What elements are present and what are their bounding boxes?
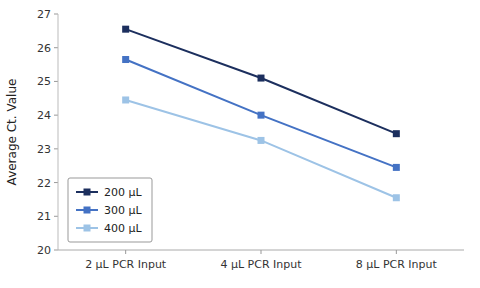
legend-marker — [84, 207, 91, 214]
legend: 200 μL 300 μL 400 μL — [68, 178, 152, 242]
y-axis: 20 21 22 23 24 25 26 27 — [37, 8, 58, 257]
series-line — [126, 29, 397, 134]
marker — [122, 26, 129, 33]
chart-container: 20 21 22 23 24 25 26 27 Average Ct. Value 2 μL PC… — [0, 0, 480, 288]
y-tick — [54, 148, 58, 149]
y-tick — [54, 81, 58, 82]
y-axis-line — [58, 14, 59, 250]
y-tick-label: 20 — [37, 244, 51, 257]
y-tick-label: 27 — [37, 8, 51, 21]
plot-area — [122, 26, 400, 202]
series-line — [126, 100, 397, 198]
marker — [258, 112, 265, 119]
x-tick-label: 8 μL PCR Input — [356, 258, 438, 271]
legend-marker — [84, 225, 91, 232]
y-tick-label: 21 — [37, 210, 51, 223]
marker — [393, 130, 400, 137]
y-axis-label: Average Ct. Value — [5, 79, 19, 186]
y-tick — [54, 47, 58, 48]
x-tick — [261, 250, 262, 254]
y-tick — [54, 182, 58, 183]
y-tick — [54, 250, 58, 251]
x-tick-label: 4 μL PCR Input — [220, 258, 302, 271]
y-tick-label: 26 — [37, 42, 51, 55]
chart: 20 21 22 23 24 25 26 27 Average Ct. Value 2 μL PC… — [0, 0, 480, 288]
y-tick-label: 23 — [37, 143, 51, 156]
legend-label: 300 μL — [104, 204, 142, 217]
marker — [122, 96, 129, 103]
y-tick — [54, 216, 58, 217]
marker — [258, 75, 265, 82]
x-tick — [396, 250, 397, 254]
y-tick — [54, 115, 58, 116]
legend-marker — [84, 189, 91, 196]
y-tick-label: 22 — [37, 177, 51, 190]
y-tick-label: 25 — [37, 75, 51, 88]
series-line — [126, 60, 397, 168]
legend-label: 400 μL — [104, 222, 142, 235]
marker — [393, 194, 400, 201]
marker — [122, 56, 129, 63]
legend-box — [68, 178, 152, 242]
x-tick-label: 2 μL PCR Input — [85, 258, 167, 271]
x-axis: 2 μL PCR Input 4 μL PCR Input 8 μL PCR Inp… — [58, 250, 464, 271]
y-tick-label: 24 — [37, 109, 51, 122]
marker — [393, 164, 400, 171]
marker — [258, 137, 265, 144]
legend-label: 200 μL — [104, 186, 142, 199]
y-tick — [54, 14, 58, 15]
x-tick — [125, 250, 126, 254]
